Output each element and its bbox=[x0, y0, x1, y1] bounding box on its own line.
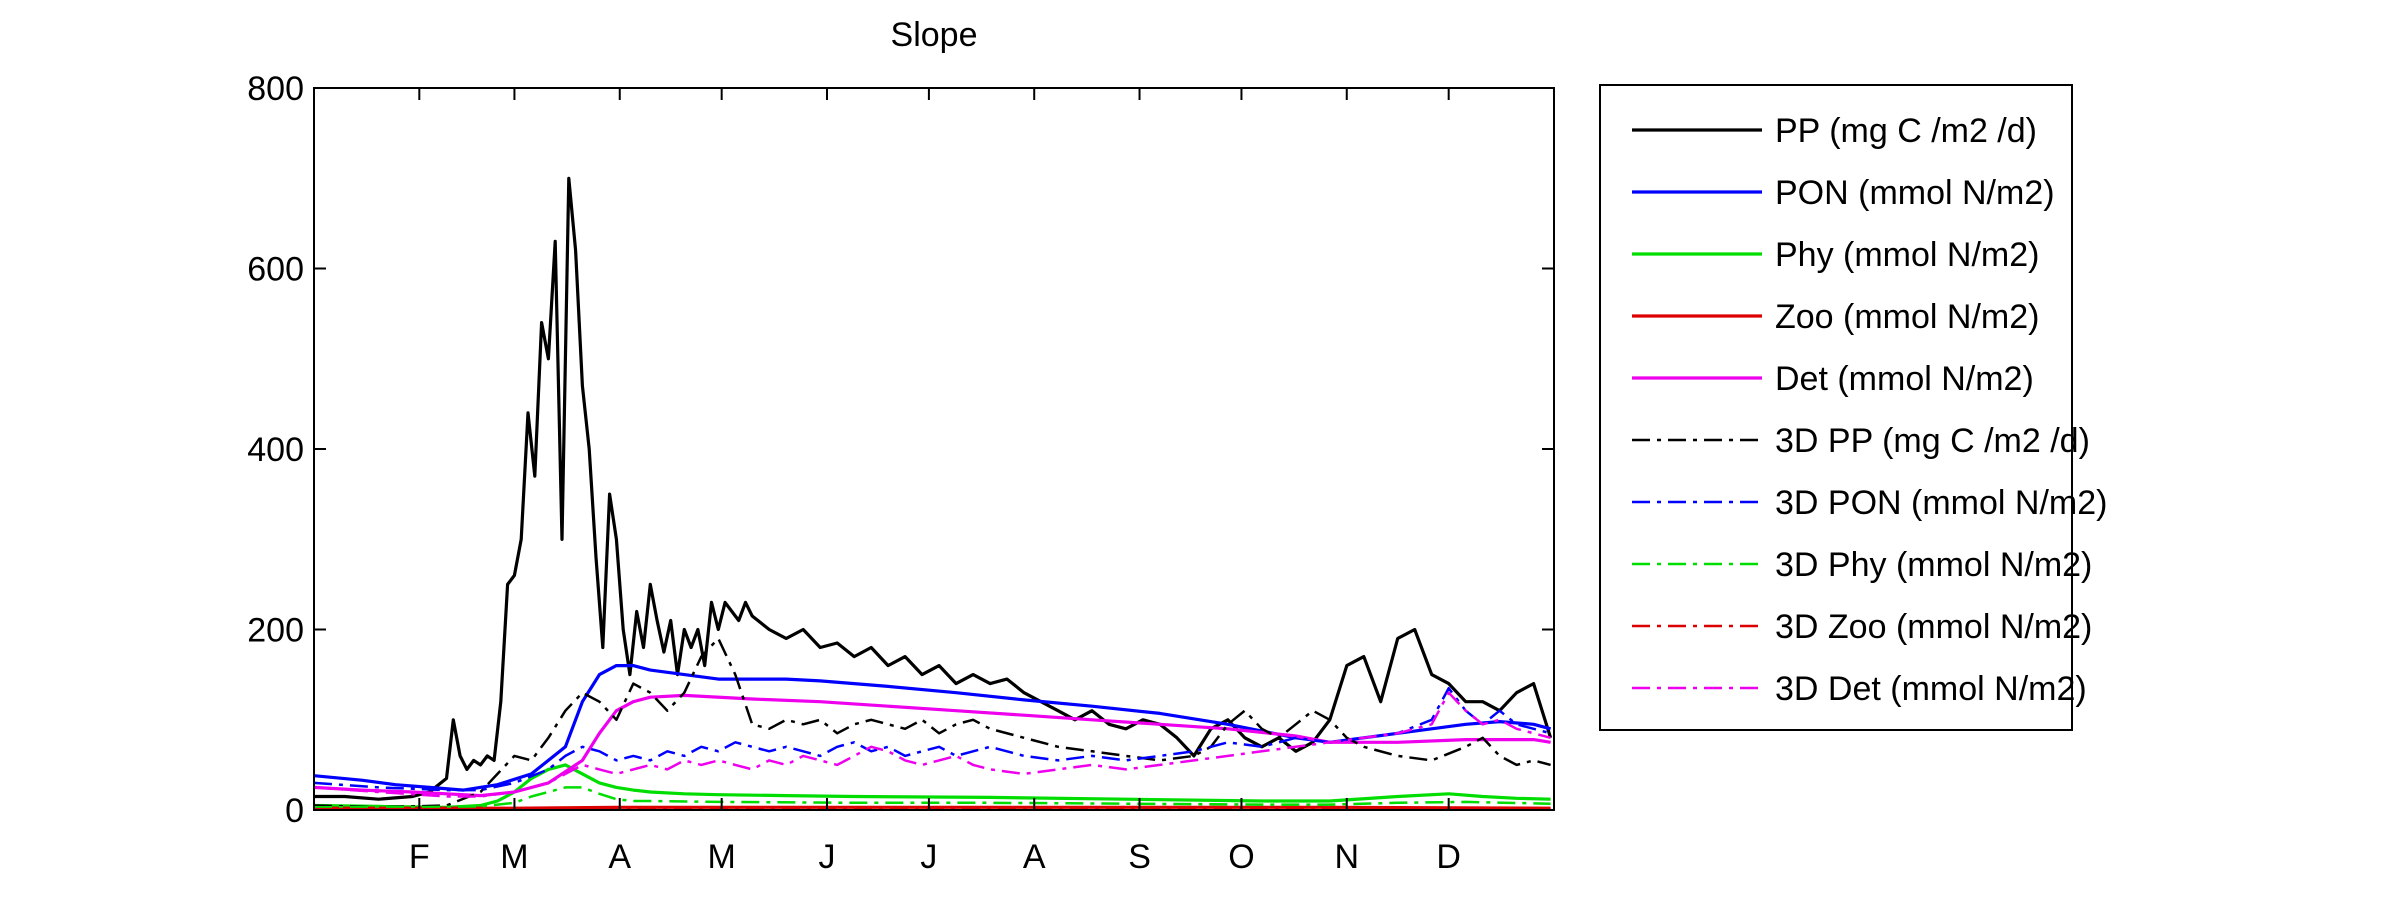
series-line-9 bbox=[314, 806, 1551, 811]
y-tick-label: 200 bbox=[247, 612, 304, 650]
legend-label-4: Zoo (mmol N/m2) bbox=[1775, 298, 2039, 336]
x-tick-label: J bbox=[920, 838, 937, 876]
series-line-10 bbox=[313, 691, 1551, 798]
legend-label-10: 3D Det (mmol N/m2) bbox=[1775, 670, 2087, 708]
chart-title: Slope bbox=[891, 16, 978, 54]
x-tick-label: A bbox=[608, 838, 631, 876]
x-tick-label: M bbox=[708, 838, 736, 876]
x-tick-label: F bbox=[409, 838, 430, 876]
x-tick-label: O bbox=[1228, 838, 1254, 876]
legend: PP (mg C /m2 /d) PON (mmol N/m2) Phy (mmol… bbox=[1599, 84, 2107, 731]
x-tick-label: J bbox=[818, 838, 835, 876]
axes: 0 200 400 600 800 F M A M J J A S O N D bbox=[247, 70, 1554, 876]
series-line-8 bbox=[314, 786, 1551, 809]
series-line-7 bbox=[313, 686, 1551, 792]
legend-label-6: 3D PP (mg C /m2 /d) bbox=[1775, 422, 2090, 460]
legend-label-3: Phy (mmol N/m2) bbox=[1775, 236, 2039, 274]
legend-label-1: PP (mg C /m2 /d) bbox=[1775, 112, 2037, 150]
series-line-1 bbox=[314, 176, 1553, 801]
legend-label-7: 3D PON (mmol N/m2) bbox=[1775, 484, 2107, 522]
y-tick-label: 800 bbox=[247, 70, 304, 108]
series-line-3 bbox=[313, 763, 1551, 809]
legend-label-9: 3D Zoo (mmol N/m2) bbox=[1775, 608, 2092, 646]
y-tick-label: 400 bbox=[247, 431, 304, 469]
x-tick-label: A bbox=[1023, 838, 1046, 876]
y-tick-label: 0 bbox=[285, 792, 304, 830]
x-tick-label: S bbox=[1128, 838, 1151, 876]
legend-label-8: 3D Phy (mmol N/m2) bbox=[1775, 546, 2092, 584]
x-tick-label: M bbox=[500, 838, 528, 876]
plot-lines bbox=[313, 176, 1553, 811]
series-line-6 bbox=[313, 637, 1551, 809]
y-tick-label: 600 bbox=[247, 251, 304, 289]
x-tick-label: N bbox=[1334, 838, 1359, 876]
legend-label-5: Det (mmol N/m2) bbox=[1775, 360, 2034, 398]
x-tick-label: D bbox=[1436, 838, 1461, 876]
legend-label-2: PON (mmol N/m2) bbox=[1775, 174, 2055, 212]
